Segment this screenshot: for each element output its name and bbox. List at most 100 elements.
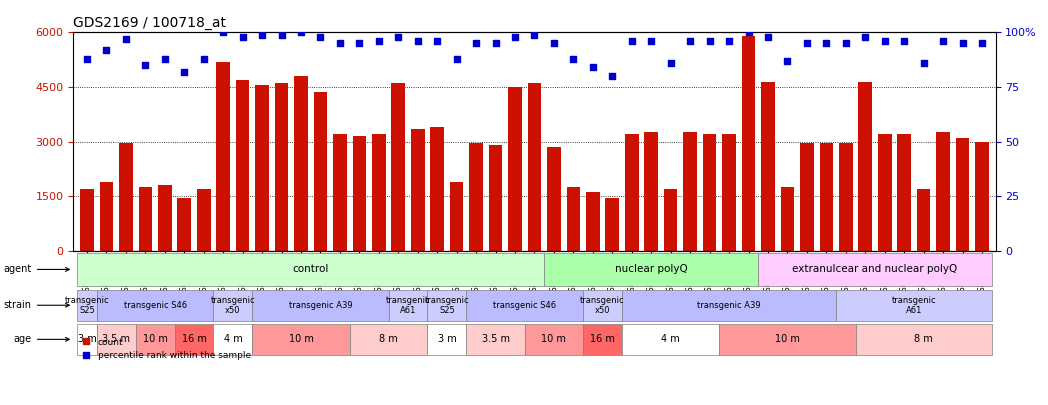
Bar <box>839 143 853 251</box>
Bar <box>100 181 113 251</box>
Point <box>331 40 348 47</box>
Point <box>195 55 212 62</box>
Bar <box>722 134 736 251</box>
Bar <box>256 85 269 251</box>
Bar <box>450 181 463 251</box>
FancyBboxPatch shape <box>583 290 623 321</box>
Bar <box>800 143 813 251</box>
FancyBboxPatch shape <box>428 324 466 355</box>
Point <box>156 55 173 62</box>
FancyBboxPatch shape <box>96 290 214 321</box>
Point <box>896 38 913 45</box>
Text: age: age <box>14 335 69 344</box>
Bar <box>158 185 172 251</box>
Text: transgenic
x50: transgenic x50 <box>211 296 256 315</box>
Text: 10 m: 10 m <box>288 335 313 344</box>
Point <box>506 34 523 40</box>
Bar <box>683 132 697 251</box>
Bar <box>606 198 619 251</box>
Point <box>546 40 563 47</box>
Point <box>99 47 115 53</box>
Text: 4 m: 4 m <box>661 335 680 344</box>
Bar <box>411 129 424 251</box>
Text: transgenic
S25: transgenic S25 <box>65 296 109 315</box>
Point <box>954 40 970 47</box>
Text: nuclear polyQ: nuclear polyQ <box>615 264 687 275</box>
Bar <box>956 138 969 251</box>
Text: transgenic
A61: transgenic A61 <box>892 296 936 315</box>
Text: transgenic
A61: transgenic A61 <box>386 296 431 315</box>
Bar <box>567 187 581 251</box>
Point <box>312 34 329 40</box>
Point <box>215 29 232 36</box>
Bar <box>352 136 366 251</box>
Bar <box>586 192 599 251</box>
FancyBboxPatch shape <box>135 324 175 355</box>
Point <box>624 38 640 45</box>
Text: 3 m: 3 m <box>78 335 96 344</box>
Point <box>370 38 387 45</box>
Text: 10 m: 10 m <box>774 335 800 344</box>
Point <box>740 29 757 36</box>
Text: transgenic A39: transgenic A39 <box>697 301 761 310</box>
Point <box>857 34 874 40</box>
Bar <box>275 83 288 251</box>
Bar <box>528 83 541 251</box>
FancyBboxPatch shape <box>623 324 719 355</box>
Point <box>817 40 834 47</box>
FancyBboxPatch shape <box>583 324 623 355</box>
FancyBboxPatch shape <box>78 324 96 355</box>
Point <box>526 31 543 38</box>
Point <box>662 60 679 66</box>
Text: transgenic S46: transgenic S46 <box>124 301 187 310</box>
FancyBboxPatch shape <box>214 324 253 355</box>
Text: transgenic A39: transgenic A39 <box>288 301 352 310</box>
Bar <box>216 62 230 251</box>
Bar <box>294 76 308 251</box>
Point <box>974 40 990 47</box>
FancyBboxPatch shape <box>466 290 583 321</box>
Point <box>565 55 582 62</box>
Point <box>390 34 407 40</box>
Text: transgenic S46: transgenic S46 <box>494 301 556 310</box>
FancyBboxPatch shape <box>836 290 991 321</box>
Point <box>137 62 154 68</box>
FancyBboxPatch shape <box>78 290 96 321</box>
Bar <box>508 87 522 251</box>
Bar <box>488 145 502 251</box>
Bar <box>372 134 386 251</box>
Point <box>701 38 718 45</box>
Point <box>449 55 465 62</box>
Text: control: control <box>292 264 329 275</box>
Point <box>585 64 602 70</box>
Text: 3 m: 3 m <box>438 335 456 344</box>
Bar <box>761 81 774 251</box>
Bar <box>781 187 794 251</box>
Text: 16 m: 16 m <box>590 335 615 344</box>
Bar <box>858 81 872 251</box>
Point <box>235 34 252 40</box>
Bar <box>119 143 133 251</box>
Point <box>274 31 290 38</box>
Bar <box>313 92 327 251</box>
FancyBboxPatch shape <box>96 324 135 355</box>
Bar <box>547 147 561 251</box>
Text: 3.5 m: 3.5 m <box>482 335 509 344</box>
Bar <box>917 189 931 251</box>
FancyBboxPatch shape <box>253 290 389 321</box>
Bar <box>820 143 833 251</box>
FancyBboxPatch shape <box>719 324 855 355</box>
Text: transgenic
S25: transgenic S25 <box>424 296 470 315</box>
Point <box>876 38 893 45</box>
FancyBboxPatch shape <box>855 324 991 355</box>
Bar <box>742 36 756 251</box>
FancyBboxPatch shape <box>175 324 214 355</box>
Text: 8 m: 8 m <box>914 335 933 344</box>
Bar <box>80 189 93 251</box>
Text: 10 m: 10 m <box>542 335 566 344</box>
Point <box>467 40 484 47</box>
Point <box>410 38 427 45</box>
Bar <box>138 187 152 251</box>
Bar <box>236 80 249 251</box>
Point <box>292 29 309 36</box>
